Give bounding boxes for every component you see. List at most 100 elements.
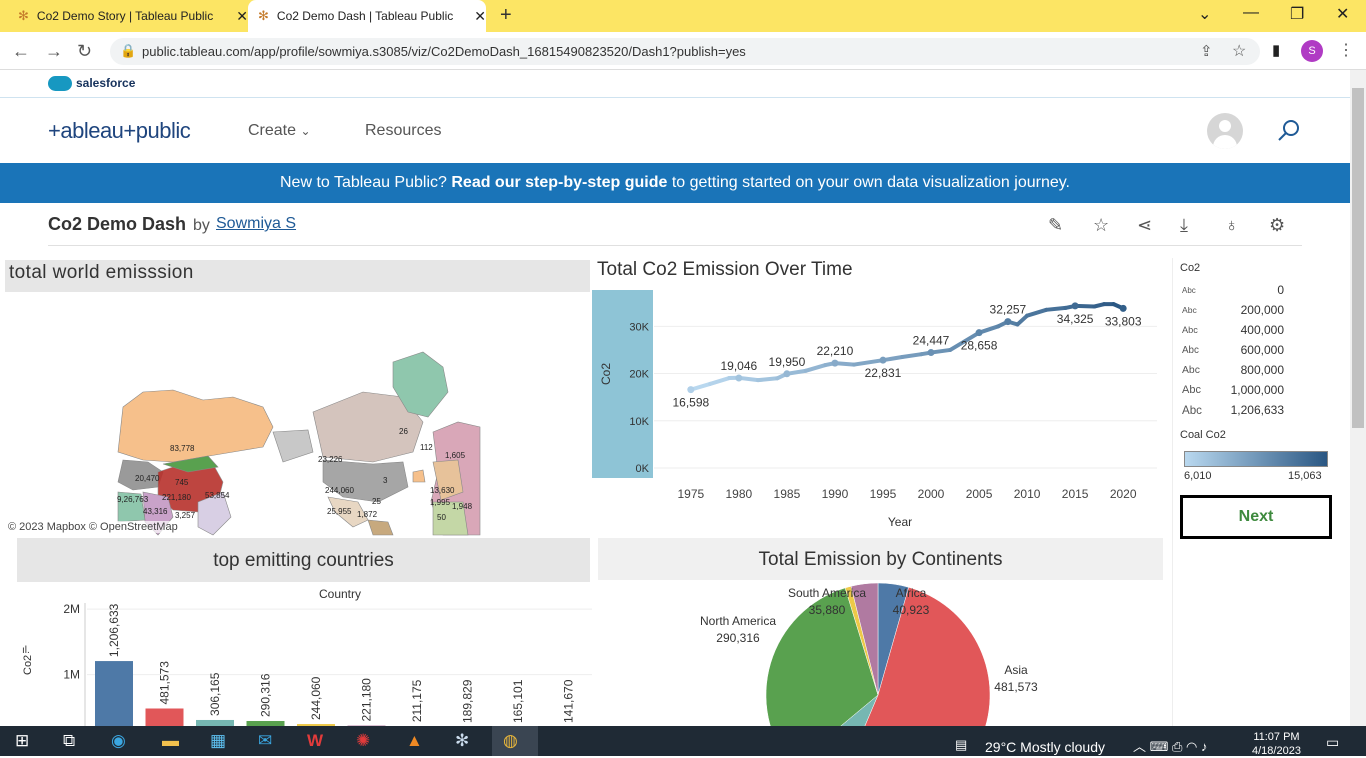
close-tab-icon[interactable]: ✕	[474, 8, 486, 25]
store-icon[interactable]: ▦	[210, 731, 226, 751]
pie-value-south-america: 35,880	[809, 603, 846, 617]
map-label-eu3: 1,948	[452, 502, 473, 511]
url-text[interactable]: public.tableau.com/app/profile/sowmiya.s…	[142, 44, 746, 59]
line-chart-title: Total Co2 Emission Over Time	[592, 257, 1172, 287]
forward-icon[interactable]: →	[45, 41, 63, 62]
line-point	[879, 357, 886, 364]
next-button[interactable]: Next	[1180, 495, 1332, 539]
side-panel-icon[interactable]: ▮	[1272, 41, 1280, 59]
chrome-icon[interactable]: ◍	[503, 731, 518, 751]
weather-icon[interactable]: ▤	[955, 737, 967, 753]
bookmark-star-icon[interactable]: ☆	[1232, 41, 1246, 61]
notifications-icon[interactable]: ▭	[1326, 734, 1339, 751]
mail-icon[interactable]: ✉	[258, 731, 272, 751]
nav-resources[interactable]: Resources	[365, 122, 441, 140]
tableau-public-logo[interactable]: +ableau+public	[48, 118, 190, 144]
share-network-icon[interactable]: ⋖	[1137, 215, 1152, 236]
download-icon[interactable]: ⤓	[1180, 215, 1188, 236]
bar-value-label: 211,175	[410, 679, 424, 722]
edge-icon[interactable]: ◉	[111, 731, 126, 751]
line-point	[687, 386, 694, 393]
task-view-icon[interactable]: ⧉	[63, 731, 75, 751]
weather-text[interactable]: 29°C Mostly cloudy	[985, 739, 1105, 755]
salesforce-label[interactable]: salesforce	[76, 76, 135, 90]
line-x-tick: 2015	[1062, 487, 1089, 501]
bar-value-label: 221,180	[360, 678, 374, 722]
reload-icon[interactable]: ↻	[77, 41, 92, 62]
restore-icon[interactable]: ❐	[1290, 4, 1304, 24]
edit-viz-icon[interactable]: ✎	[1048, 215, 1063, 236]
line-data-label: 22,831	[865, 366, 902, 380]
map-label-c1: 25	[372, 497, 381, 506]
nav-create[interactable]: Create ⌄	[248, 122, 311, 140]
bar-value-label: 189,829	[461, 679, 475, 723]
app-icon[interactable]: ✺	[356, 731, 370, 751]
line-x-tick: 1975	[677, 487, 704, 501]
pie-value-africa: 40,923	[893, 603, 930, 617]
favorite-star-icon[interactable]: ☆	[1093, 215, 1109, 236]
search-icon[interactable]	[1276, 118, 1302, 144]
line-y-tick: 30K	[629, 321, 649, 333]
pie-chart[interactable]: North America 290,316 South America 35,8…	[598, 580, 1163, 726]
map-label-eu: 13,630	[430, 486, 455, 495]
co2-legend-abc: Abc	[1182, 286, 1196, 295]
bar-chart-icon[interactable]: ıl.	[22, 645, 30, 656]
settings-gear-icon[interactable]: ⚙	[1269, 215, 1285, 236]
close-window-icon[interactable]: ✕	[1336, 4, 1349, 24]
tab-title: Co2 Demo Dash | Tableau Public	[277, 9, 468, 23]
bar-value-label: 290,316	[259, 673, 273, 717]
tableau-app-icon[interactable]: ✻	[455, 731, 469, 751]
back-icon[interactable]: ←	[12, 41, 30, 62]
user-avatar-icon[interactable]	[1207, 113, 1243, 149]
browser-tab-dash[interactable]: ✻ Co2 Demo Dash | Tableau Public ✕	[248, 0, 486, 32]
guide-banner[interactable]: New to Tableau Public? Read our step-by-…	[0, 163, 1350, 203]
line-data-label: 16,598	[672, 396, 709, 410]
wps-icon[interactable]: W	[307, 731, 323, 751]
browser-tab-story[interactable]: ✻ Co2 Demo Story | Tableau Public ✕	[8, 0, 248, 32]
lock-icon: 🔒	[120, 43, 136, 59]
menu-dots-icon[interactable]: ⋮	[1338, 40, 1354, 60]
co2-legend-value: 1,206,633	[1231, 403, 1284, 417]
close-tab-icon[interactable]: ✕	[236, 8, 248, 25]
profile-avatar[interactable]: S	[1301, 40, 1323, 62]
system-tray-icons[interactable]: ︿ ⌨ ⎙ ◠ ♪	[1133, 736, 1207, 755]
map-label-mongolia: 745	[175, 478, 189, 487]
new-tab-icon[interactable]: +	[500, 4, 512, 27]
banner-guide-link[interactable]: Read our step-by-step guide	[451, 174, 667, 191]
vlc-icon[interactable]: ▲	[406, 731, 423, 751]
map-label-china: 221,180	[162, 493, 191, 502]
tab-search-icon[interactable]: ⌄	[1198, 4, 1211, 24]
line-x-tick: 2010	[1014, 487, 1041, 501]
coal-color-ramp[interactable]	[1184, 451, 1328, 467]
world-map[interactable]: 83,778 20,470 745 221,180 53,854 9,26,76…	[5, 292, 591, 536]
map-region-ireland	[413, 470, 425, 482]
scrollbar-thumb[interactable]	[1352, 88, 1364, 428]
map-label-af2: 3,257	[175, 511, 196, 520]
share-icon[interactable]: ⇪	[1200, 42, 1213, 60]
map-attribution[interactable]: © 2023 Mapbox © OpenStreetMap	[8, 521, 178, 533]
badge-icon[interactable]: ♁	[1225, 215, 1239, 236]
file-explorer-icon[interactable]: ▬	[162, 731, 179, 751]
windows-start-icon[interactable]: ⊞	[15, 731, 29, 751]
line-data-label: 34,325	[1057, 312, 1094, 326]
title-divider	[48, 245, 1302, 246]
line-data-label: 32,257	[990, 303, 1027, 317]
line-data-label: 24,447	[913, 334, 950, 348]
map-label-kaz: 20,470	[135, 474, 160, 483]
co2-legend-value: 200,000	[1241, 303, 1284, 317]
minimize-icon[interactable]: —	[1243, 4, 1259, 22]
viz-author-link[interactable]: Sowmiya S	[216, 215, 296, 233]
line-y-tick: 10K	[629, 416, 649, 428]
line-point	[783, 370, 790, 377]
